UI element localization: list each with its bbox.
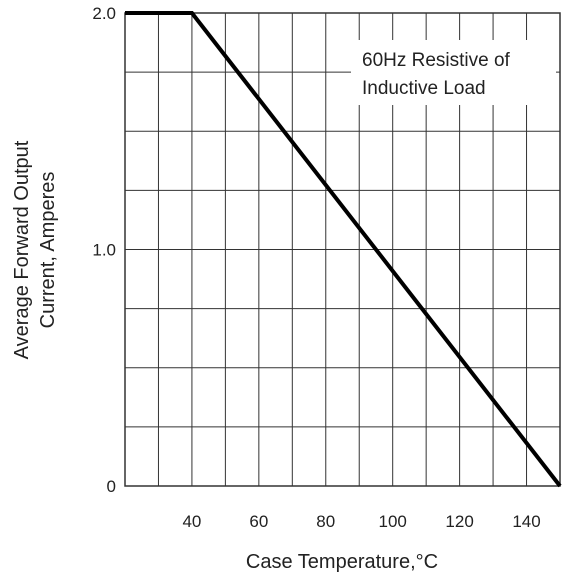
x-tick-label: 120 bbox=[445, 512, 473, 531]
annotation-line-2: Inductive Load bbox=[362, 78, 486, 99]
x-tick-label: 100 bbox=[379, 512, 407, 531]
annotation-background bbox=[351, 40, 556, 105]
y-axis-title: Average Forward Output Current, Amperes bbox=[11, 140, 59, 359]
x-tick-label: 40 bbox=[182, 512, 201, 531]
annotation-box: 60Hz Resistive of Inductive Load bbox=[351, 40, 556, 105]
x-axis-title: Case Temperature,°C bbox=[246, 551, 438, 573]
x-tick-labels: 40 60 80 100 120 140 bbox=[182, 512, 540, 531]
x-tick-label: 60 bbox=[249, 512, 268, 531]
series-line bbox=[125, 11, 562, 488]
x-tick-label: 140 bbox=[512, 512, 540, 531]
x-tick-label: 80 bbox=[316, 512, 335, 531]
y-axis-title-line-2: Current, Amperes bbox=[37, 172, 59, 329]
series-layer bbox=[125, 11, 562, 488]
y-tick-labels: 0 1.0 2.0 bbox=[92, 4, 116, 496]
plot-frame bbox=[124, 12, 561, 487]
y-tick-label: 0 bbox=[107, 477, 116, 496]
y-axis-title-line-1: Average Forward Output bbox=[11, 140, 33, 359]
y-tick-label: 1.0 bbox=[92, 241, 116, 260]
annotation-line-1: 60Hz Resistive of bbox=[362, 50, 511, 71]
y-tick-label: 2.0 bbox=[92, 4, 116, 23]
